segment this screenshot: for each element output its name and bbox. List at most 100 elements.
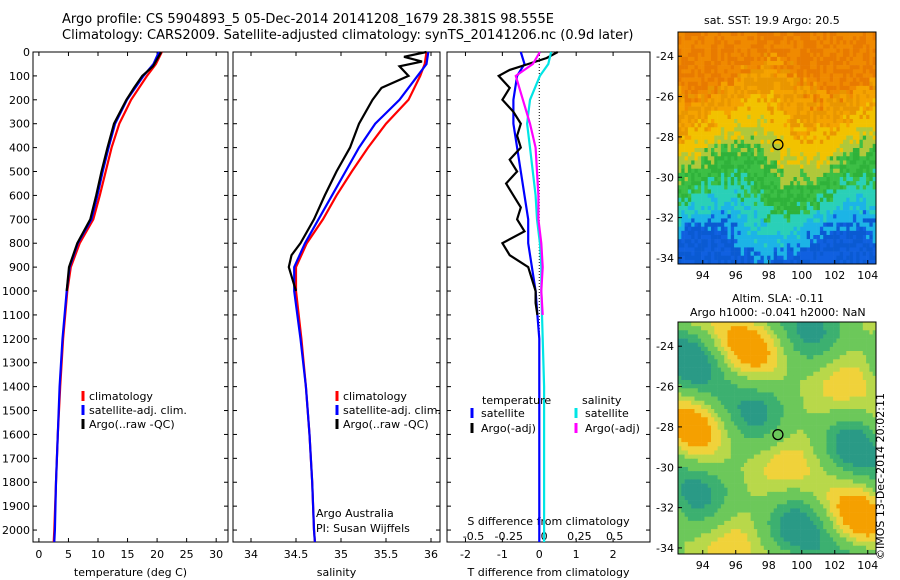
map-cell xyxy=(856,189,860,194)
map-cell xyxy=(694,243,699,248)
map-cell xyxy=(757,351,761,356)
map-cell xyxy=(687,226,692,232)
map-cell xyxy=(773,222,778,228)
map-cell xyxy=(744,235,748,240)
map-cell xyxy=(790,218,794,223)
map-cell xyxy=(750,90,755,95)
map-cell xyxy=(681,193,685,199)
map-cell xyxy=(826,367,831,373)
map-cell xyxy=(823,114,827,120)
map-cell xyxy=(753,32,758,37)
map-cell xyxy=(737,44,741,49)
map-cell xyxy=(767,189,771,194)
map-cell xyxy=(866,148,870,153)
map-cell xyxy=(862,181,867,186)
map-cell xyxy=(819,230,824,236)
map-cell xyxy=(687,36,692,41)
map-cell xyxy=(790,81,794,87)
map-cell xyxy=(826,189,831,194)
map-cell xyxy=(826,210,831,215)
map-cell xyxy=(694,156,699,161)
map-cell xyxy=(866,40,870,45)
map-cell xyxy=(720,56,725,62)
map-cell xyxy=(856,218,860,223)
map-cell xyxy=(763,65,768,70)
map-cell xyxy=(826,160,831,165)
map-cell xyxy=(843,363,847,368)
map-cell xyxy=(846,222,850,228)
map-cell xyxy=(724,239,728,244)
map-cell xyxy=(793,197,798,203)
map-cell xyxy=(869,375,873,381)
map-cell xyxy=(770,409,774,414)
map-cell xyxy=(829,123,834,128)
map-cell xyxy=(770,143,774,149)
map-cell xyxy=(780,185,784,190)
map-cell xyxy=(859,355,864,360)
map-cell xyxy=(780,363,784,368)
map-cell xyxy=(773,56,778,62)
map-cell xyxy=(872,193,877,199)
map-cell xyxy=(800,56,804,62)
map-cell xyxy=(717,90,722,95)
map-cell xyxy=(843,375,847,381)
map-cell xyxy=(704,143,708,149)
map-cell xyxy=(819,375,824,381)
map-cell xyxy=(846,384,850,389)
map-cell xyxy=(849,61,854,66)
map-cell xyxy=(819,255,824,261)
map-cell xyxy=(724,73,728,78)
map-cell xyxy=(753,172,758,178)
map-cell xyxy=(790,52,794,58)
map-cell xyxy=(711,396,715,402)
map-cell xyxy=(727,52,732,58)
map-cell xyxy=(750,135,755,141)
map-cell xyxy=(753,85,758,91)
map-cell xyxy=(836,363,840,368)
map-cell xyxy=(836,40,840,45)
map-cell xyxy=(843,247,847,252)
map-cell xyxy=(833,81,837,87)
map-cell xyxy=(763,156,768,161)
map-cell xyxy=(750,363,755,368)
map-cell xyxy=(720,135,725,141)
map-cell xyxy=(826,404,831,410)
map-cell xyxy=(724,338,728,344)
map-cell xyxy=(678,40,682,45)
map-cell xyxy=(750,230,755,236)
map-cell xyxy=(697,119,702,124)
map-cell xyxy=(866,110,870,116)
map-cell xyxy=(767,168,771,174)
map-cell xyxy=(849,52,854,58)
map-cell xyxy=(730,143,735,149)
map-cell xyxy=(701,239,705,244)
map-cell xyxy=(711,127,715,132)
map-cell xyxy=(770,239,774,244)
map-cell xyxy=(800,77,804,83)
map-cell xyxy=(793,73,798,78)
map-cell xyxy=(734,363,738,368)
map-cell xyxy=(737,52,741,58)
map-cell xyxy=(763,197,768,203)
map-cell xyxy=(737,247,741,252)
map-cell xyxy=(730,367,735,373)
map-cell xyxy=(862,342,867,348)
map-cell xyxy=(744,396,748,402)
map-cell xyxy=(717,81,722,87)
map-cell xyxy=(829,367,834,373)
map-cell xyxy=(803,243,807,248)
map-cell xyxy=(816,235,821,240)
map-cell xyxy=(800,197,804,203)
map-cell xyxy=(816,338,821,344)
map-cell xyxy=(829,48,834,54)
map-cell xyxy=(872,255,877,261)
map-cell xyxy=(816,326,821,331)
map-cell xyxy=(694,98,699,103)
map-cell xyxy=(724,363,728,368)
map-cell xyxy=(684,218,689,223)
map-cell xyxy=(780,259,784,265)
map-cell xyxy=(813,185,817,190)
map-cell xyxy=(790,359,794,364)
map-cell xyxy=(866,409,870,414)
map-cell xyxy=(843,94,847,99)
